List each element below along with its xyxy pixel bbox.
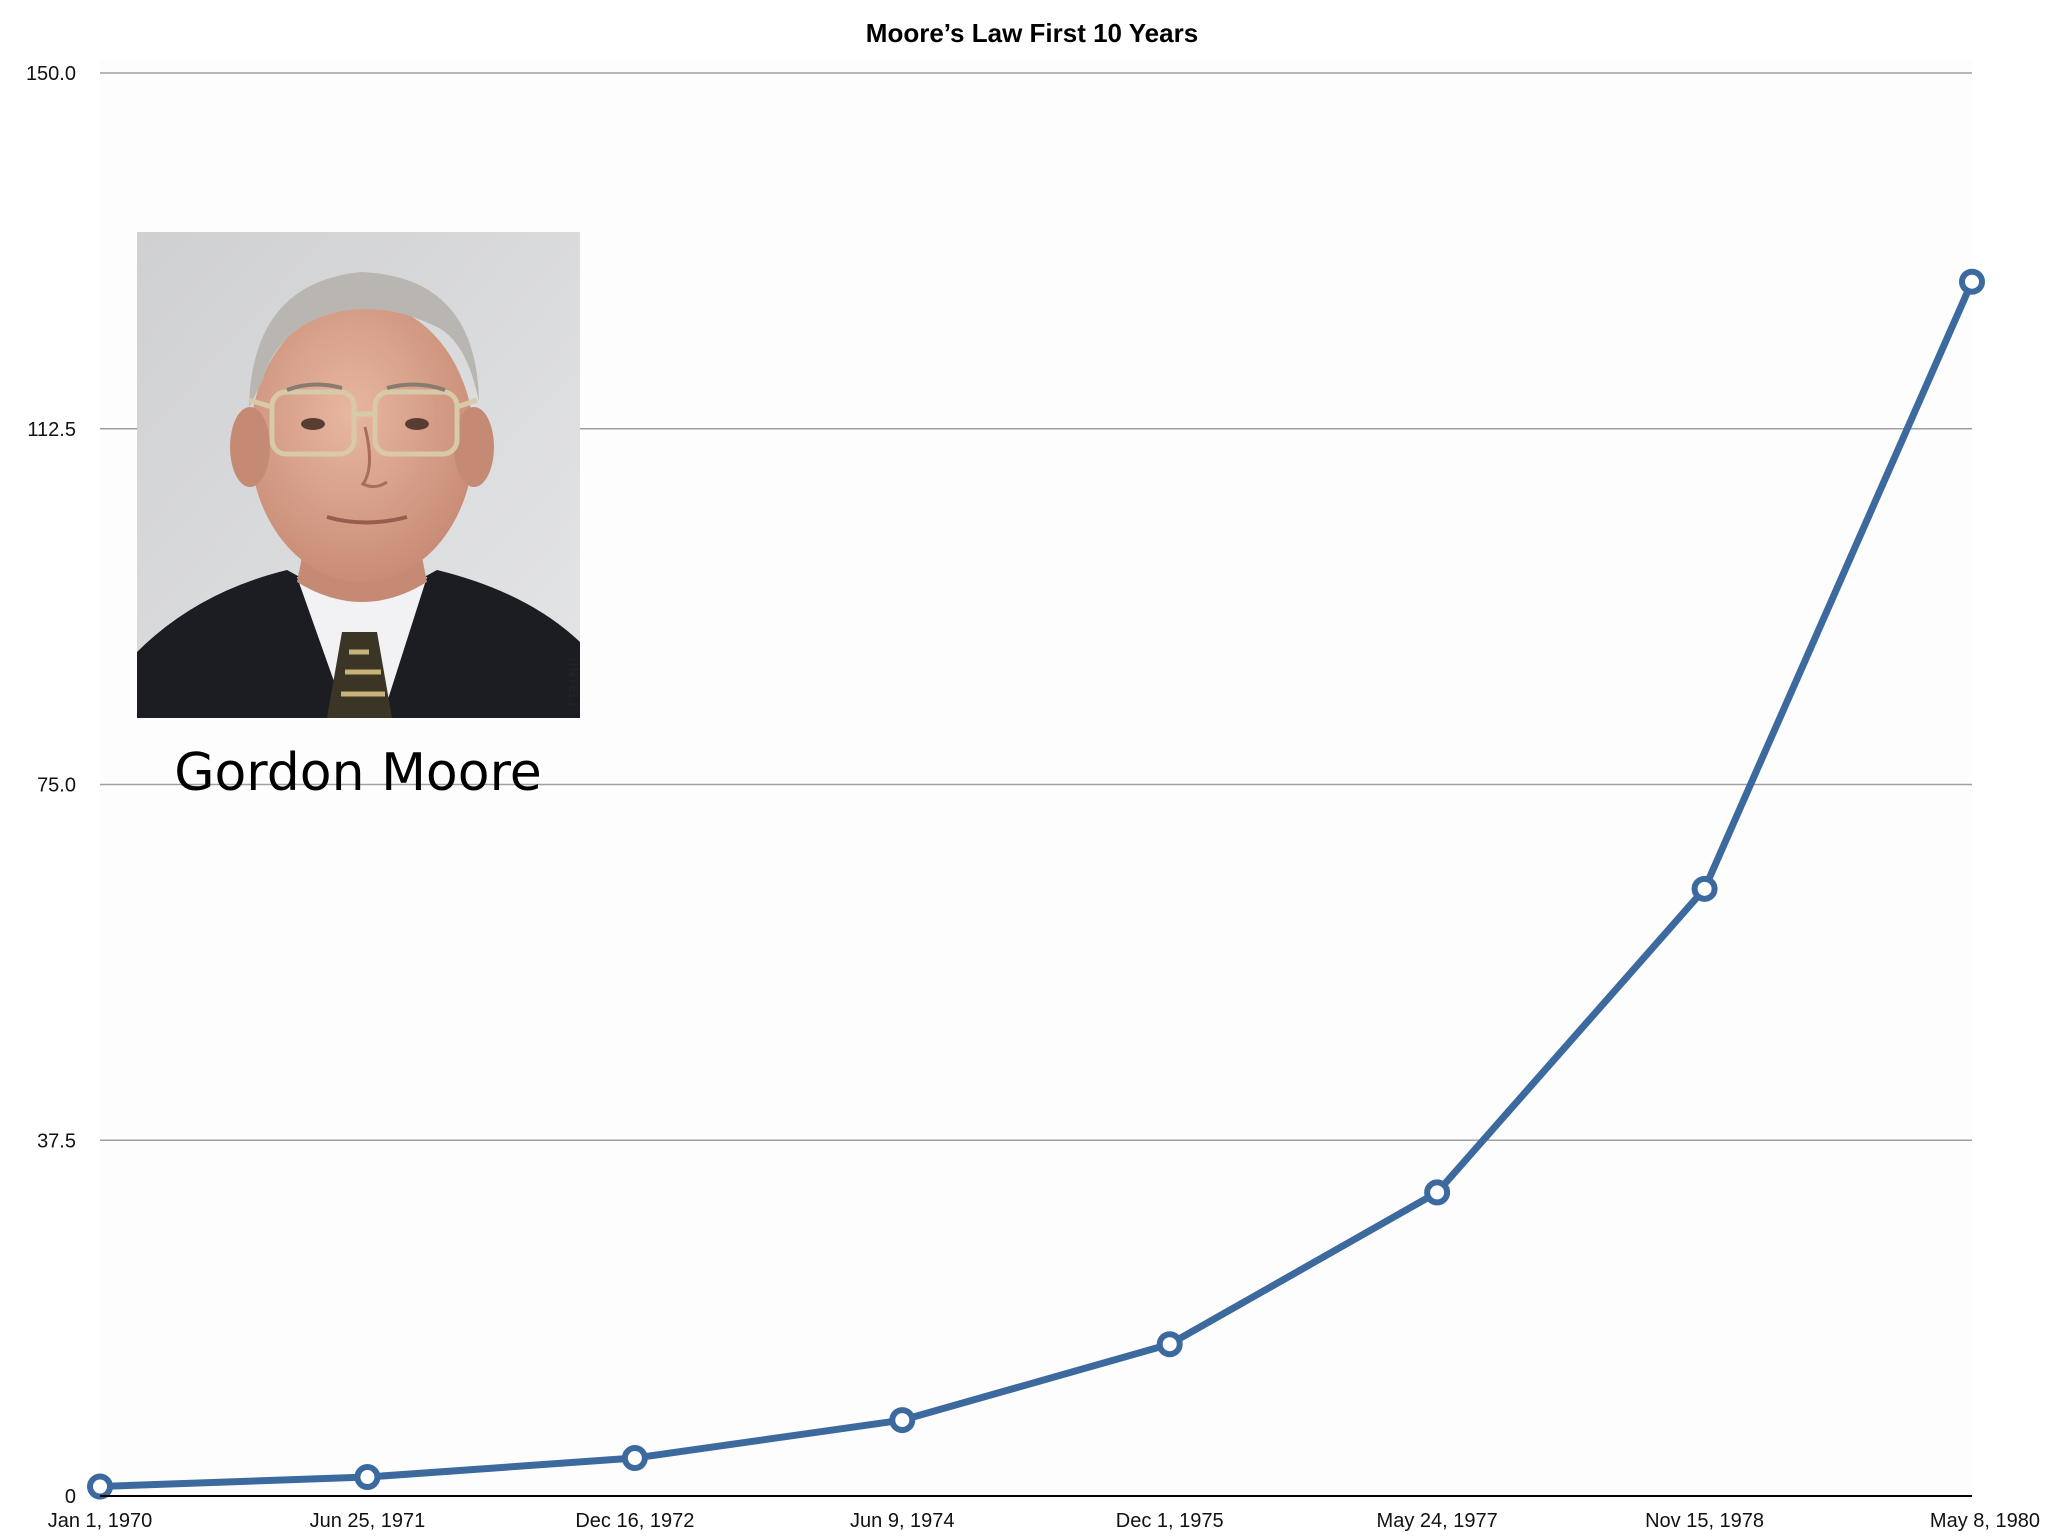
data-point [1424, 1179, 1451, 1206]
data-point [889, 1407, 916, 1434]
x-axis-ticks: Jan 1, 1970 Jun 25, 1971 Dec 16, 1972 Jun 9… [48, 1510, 2040, 1532]
y-tick-label: 150.0 [26, 63, 76, 85]
chart-title: Moore’s Law First 10 Years [866, 18, 1198, 48]
y-axis-ticks: 0 37.5 75.0 112.5 150.0 [26, 63, 76, 1508]
data-point [87, 1473, 113, 1500]
data-point [621, 1445, 648, 1472]
data-point [1691, 875, 1718, 902]
x-tick-label: Dec 16, 1972 [575, 1510, 694, 1532]
x-tick-label: May 24, 1977 [1377, 1510, 1498, 1532]
y-tick-label: 37.5 [37, 1130, 76, 1152]
x-tick-label: Jun 9, 1974 [850, 1510, 955, 1532]
series-line [96, 278, 1976, 1491]
photo-watermark: (INTEL) [566, 657, 580, 707]
x-tick-label: Jan 1, 1970 [48, 1510, 153, 1532]
gordon-moore-portrait: (INTEL) [137, 232, 580, 718]
x-tick-label: Jun 25, 1971 [310, 1510, 426, 1532]
data-series [87, 268, 1985, 1500]
portrait-caption: Gordon Moore [174, 743, 542, 803]
x-tick-label: May 8, 1980 [1930, 1510, 2040, 1532]
data-point [1156, 1331, 1183, 1358]
data-point [354, 1464, 381, 1491]
y-tick-label: 112.5 [27, 419, 76, 441]
x-tick-label: Nov 15, 1978 [1645, 1510, 1764, 1532]
y-tick-label: 0 [65, 1486, 76, 1508]
data-point [1959, 268, 1985, 295]
x-tick-label: Dec 1, 1975 [1116, 1510, 1224, 1532]
y-tick-label: 75.0 [37, 775, 76, 797]
